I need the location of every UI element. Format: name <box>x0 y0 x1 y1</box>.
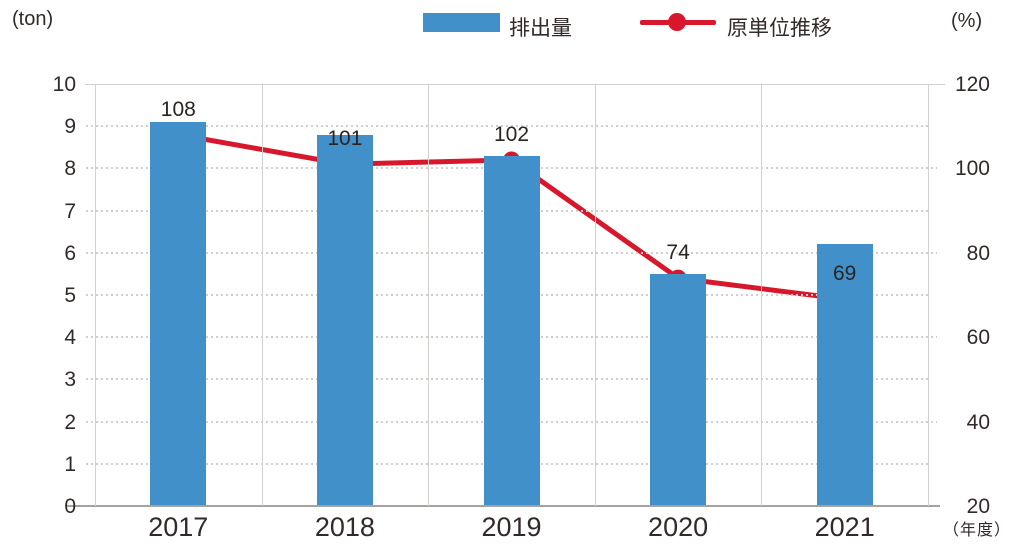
left-tick-10: 10 <box>52 73 76 96</box>
x-label-2018: 2018 <box>314 512 375 542</box>
legend-bar-label: 排出量 <box>509 17 572 40</box>
bar-2017 <box>150 121 207 505</box>
category-separator <box>261 84 263 506</box>
data-label-2019: 102 <box>493 122 530 146</box>
right-axis-unit-label: (%) <box>951 10 983 32</box>
left-tick-9: 9 <box>64 115 76 139</box>
left-tick-2: 2 <box>64 410 76 434</box>
category-separator <box>594 84 596 506</box>
x-label-2021: 2021 <box>814 512 875 542</box>
plot-right-border <box>928 84 929 506</box>
bar-2018 <box>316 134 373 505</box>
category-separator <box>428 84 430 506</box>
left-tick-8: 8 <box>64 157 76 181</box>
right-tick-60: 60 <box>966 326 990 350</box>
x-axis-unit-label: （年度） <box>942 522 1011 539</box>
data-label-2020: 74 <box>666 241 690 265</box>
right-tick-20: 20 <box>966 495 990 518</box>
plot-top-border <box>85 84 945 85</box>
legend-bar-swatch-icon <box>423 13 500 32</box>
left-tick-1: 1 <box>64 452 76 476</box>
bar-2021 <box>816 244 873 505</box>
bar-2019 <box>483 155 540 505</box>
data-label-2018: 101 <box>327 127 363 151</box>
x-label-2020: 2020 <box>648 512 709 542</box>
data-label-2017: 108 <box>160 97 196 121</box>
left-tick-6: 6 <box>64 241 76 265</box>
gridline-9 <box>86 125 928 128</box>
legend-line-dot-icon <box>668 13 686 31</box>
left-tick-5: 5 <box>64 284 76 307</box>
x-axis-line <box>66 505 940 507</box>
plot-left-border <box>95 84 96 506</box>
bar-2020 <box>650 273 707 505</box>
left-tick-4: 4 <box>64 326 76 350</box>
left-tick-0: 0 <box>64 495 76 518</box>
left-tick-3: 3 <box>64 368 76 392</box>
right-tick-80: 80 <box>966 241 990 265</box>
data-label-2021: 69 <box>833 262 857 286</box>
right-tick-120: 120 <box>954 73 990 96</box>
legend-line-label: 原単位推移 <box>727 17 832 40</box>
left-tick-7: 7 <box>64 199 76 223</box>
x-label-2019: 2019 <box>481 512 542 542</box>
left-axis-unit-label: (ton) <box>12 8 54 30</box>
x-label-2017: 2017 <box>148 512 209 542</box>
right-tick-40: 40 <box>966 410 990 434</box>
right-tick-100: 100 <box>954 157 990 181</box>
category-separator <box>761 84 763 506</box>
